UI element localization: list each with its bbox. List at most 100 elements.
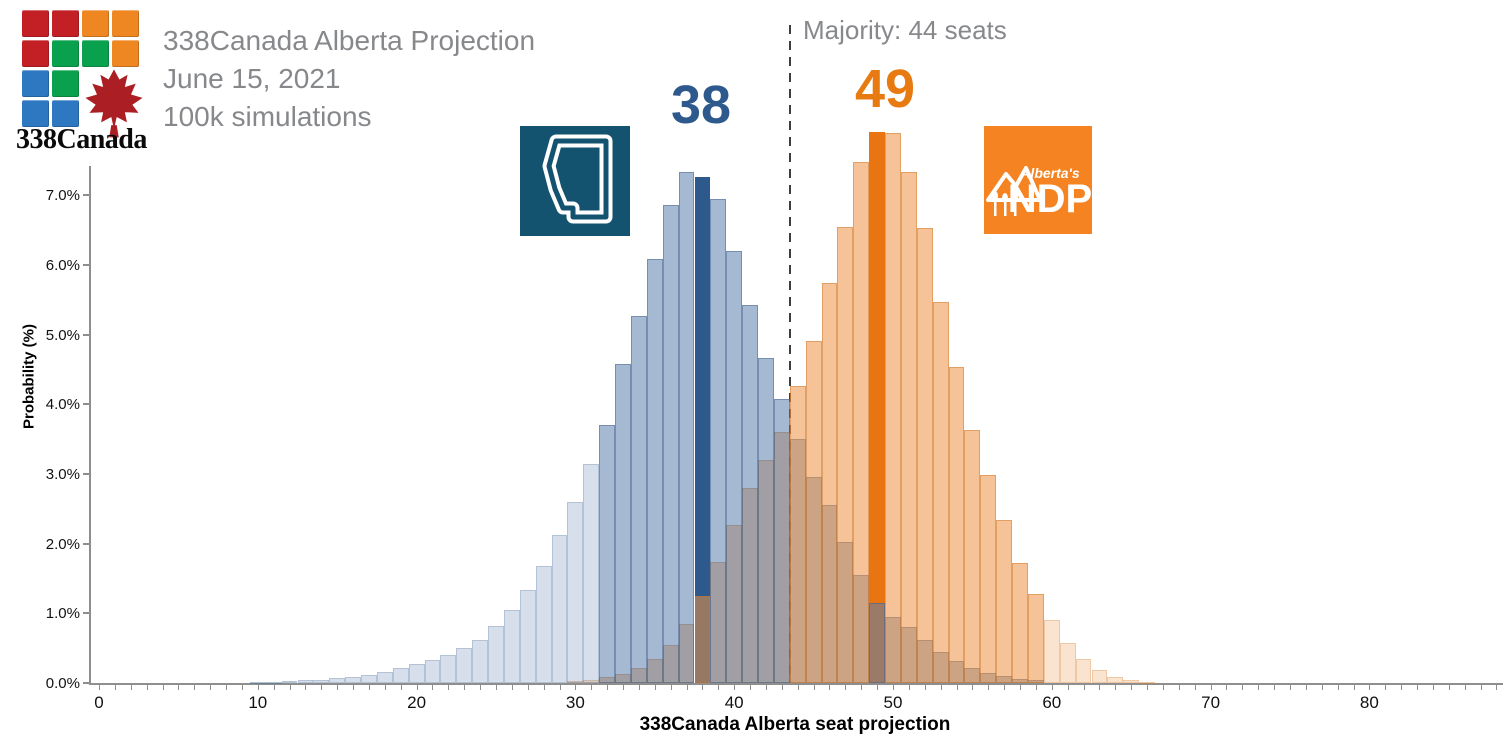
x-axis-tick: [829, 685, 831, 690]
x-axis-tick: [1417, 685, 1419, 690]
x-axis-tick: [845, 685, 847, 690]
338canada-logo: [22, 10, 152, 138]
x-axis-tick: [162, 685, 164, 690]
x-axis-tick: [1131, 685, 1133, 690]
x-axis-tick-label: 0: [94, 693, 104, 712]
x-axis-tick: [305, 685, 307, 690]
ucp-histogram-bar: [265, 681, 282, 684]
x-axis-tick: [1051, 685, 1053, 690]
ndp-histogram-bar: [853, 162, 870, 683]
x-axis-tick: [1448, 685, 1450, 690]
ucp-histogram-bar: [726, 250, 743, 683]
x-axis-tick: [988, 685, 990, 690]
x-axis-tick: [99, 685, 100, 690]
y-axis-tick-label: 2.0%: [45, 535, 80, 553]
x-axis-tick: [1194, 685, 1196, 690]
x-axis-tick: [416, 685, 418, 690]
logo-square-blue: [52, 100, 79, 127]
y-axis-tick: [83, 542, 89, 545]
chart-title-line-2: June 15, 2021: [163, 63, 341, 94]
x-axis-tick: [813, 685, 815, 690]
x-axis-tick: [273, 685, 275, 690]
ndp-histogram-bar: [916, 227, 933, 683]
x-axis-tick: [210, 685, 212, 690]
logo-square-green: [52, 70, 79, 97]
x-axis-tick-label: 20: [407, 693, 427, 712]
logo-square-blue: [22, 70, 49, 97]
x-axis-tick: [972, 685, 974, 690]
x-axis-tick: [765, 685, 767, 690]
x-axis-tick: [114, 685, 116, 690]
x-axis-tick: [956, 685, 958, 690]
ucp-histogram-bar: [551, 535, 568, 683]
ucp-histogram-bar: [615, 363, 631, 683]
ndp-histogram-bar: [948, 366, 965, 683]
x-axis-tick: [877, 685, 879, 690]
ucp-histogram-bar: [646, 259, 663, 683]
ucp-histogram-bar: [376, 671, 393, 683]
x-axis-tick: [448, 685, 450, 690]
ndp-histogram-bar: [996, 519, 1013, 683]
ucp-histogram-bar: [313, 679, 330, 683]
ucp-histogram-bar: [869, 602, 886, 683]
ucp-histogram-bar: [424, 659, 441, 683]
x-axis-tick: [1115, 685, 1117, 690]
ucp-histogram-bar: [630, 316, 647, 683]
x-axis-tick: [130, 685, 132, 690]
x-axis-tick: [781, 685, 783, 690]
x-axis-tick: [1464, 685, 1466, 690]
logo-square-orange: [112, 10, 139, 37]
ucp-party-logo: [520, 126, 630, 236]
x-axis-tick: [1496, 685, 1498, 690]
maple-leaf-icon: [85, 69, 143, 138]
x-axis-tick: [1178, 685, 1180, 690]
ucp-histogram-bar: [329, 678, 346, 683]
x-axis-tick: [1401, 685, 1403, 690]
logo-square-red: [52, 10, 79, 37]
ucp-histogram-bar: [392, 668, 409, 683]
x-axis-tick: [384, 685, 386, 690]
ndp-histogram-bar: [821, 282, 838, 683]
ndp-modal-bar: [869, 131, 886, 683]
x-axis-tick: [1162, 685, 1164, 690]
x-axis-tick: [194, 685, 196, 690]
y-axis-tick-label: 3.0%: [45, 465, 80, 483]
x-axis-tick: [1353, 685, 1355, 690]
x-axis-tick: [861, 685, 863, 690]
x-axis-tick: [607, 685, 609, 690]
ndp-histogram-bar: [789, 386, 806, 683]
ucp-histogram-bar: [758, 358, 774, 683]
ucp-histogram-bar: [440, 655, 457, 683]
ucp-histogram-bar: [583, 464, 600, 683]
x-axis-tick: [718, 685, 720, 690]
x-axis-tick-label: 30: [565, 693, 585, 712]
x-axis-tick: [432, 685, 434, 690]
x-axis-tick: [734, 685, 736, 690]
y-axis-tick: [83, 403, 89, 406]
x-axis-tick: [893, 685, 894, 690]
ndp-histogram-bar: [1091, 669, 1108, 683]
x-axis-tick: [178, 685, 180, 690]
logo-square-orange: [82, 10, 109, 37]
ucp-histogram-bar: [281, 680, 298, 683]
x-axis-tick: [543, 685, 545, 690]
y-axis-tick: [83, 472, 89, 475]
x-axis-tick: [289, 685, 291, 690]
ucp-histogram-bar: [297, 680, 314, 683]
majority-threshold-line: [789, 25, 792, 683]
mountains-icon: [986, 166, 1042, 202]
x-axis-tick: [670, 685, 672, 690]
chart-title-line-3: 100k simulations: [163, 101, 372, 132]
x-axis-tick: [321, 685, 323, 690]
ndp-histogram-bar: [980, 475, 997, 683]
x-axis-tick: [1210, 685, 1212, 690]
x-axis-tick: [368, 685, 370, 690]
x-axis-tick-label: 70: [1201, 693, 1221, 712]
x-axis-tick: [591, 685, 593, 690]
ndp-histogram-bar: [805, 340, 822, 683]
logo-square-red: [22, 40, 49, 67]
ndp-histogram-bar: [1123, 679, 1140, 683]
x-axis-tick: [1321, 685, 1323, 690]
ucp-modal-bar: [694, 176, 711, 683]
